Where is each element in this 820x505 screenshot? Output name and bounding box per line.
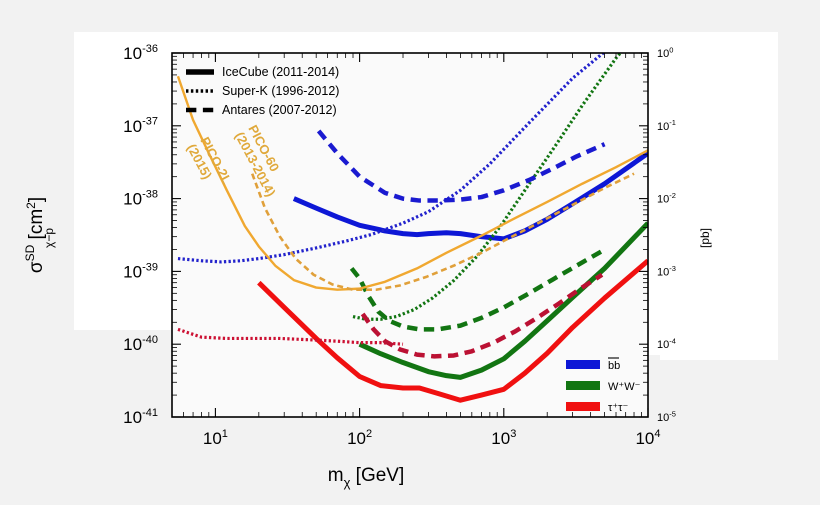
curve-pico-60-2013-2014 [251,172,635,292]
x-tick-100: 102 [347,428,372,448]
y-tick-10^-36: 10-36 [123,43,158,63]
legend-label-experiment-0: IceCube (2011-2014) [222,65,339,79]
y-tick-10^-37: 10-37 [123,116,158,136]
legend-swatch-channel-2 [566,402,600,411]
curve-antares-tau-tau [360,272,604,359]
x-tick-10: 101 [203,428,228,448]
legend-swatch-channel-0 [566,360,600,369]
y-right-tick-4: 10-1 [657,118,676,133]
channel-legend: bb W⁺W⁻ τ⁺τ⁻ [566,357,641,414]
axis-ticks [171,52,649,418]
y-tick-10^-39: 10-39 [123,261,158,281]
y-axis-right-title: [pb] [698,228,712,248]
y-axis-title: σSD [cm2] χ−p [23,197,56,273]
y-right-tick-1: 10-4 [657,337,676,352]
legend-label-channel-2: τ⁺τ⁻ [608,402,628,414]
experiment-legend: IceCube (2011-2014) Super-K (1996-2012) An… [186,65,339,117]
x-axis-title: mχ [GeV] [328,465,405,490]
y-right-tick-3: 10-2 [657,191,676,206]
legend-label-experiment-2: Antares (2007-2012) [222,103,337,117]
y-right-tick-2: 10-3 [657,264,676,279]
curve-antares-bb [316,129,606,203]
legend-swatch-channel-1 [566,381,600,390]
curve-super-k-bb [177,53,606,264]
y-right-tick-5: 100 [657,45,673,60]
axis-tick-labels: 101 102 103 104 10-41 10-40 10-39 10-38 10-37 10-… [123,43,676,448]
svg-text:mχ [GeV]: mχ [GeV] [328,465,405,490]
curve-antares-w-w [349,249,604,332]
x-tick-10000: 104 [635,428,660,448]
legend-label-channel-0: bb [608,360,620,372]
y-tick-10^-40: 10-40 [123,334,158,354]
y-right-tick-0: 10-5 [657,409,676,424]
svg-text:χ−p: χ−p [42,228,56,248]
svg-text:σSD [cm2]: σSD [cm2] [23,197,47,273]
x-tick-1000: 103 [491,428,516,448]
curve-icecube-w-w [358,221,648,380]
plot-frame [171,52,649,418]
plot-curves [176,53,648,403]
legend-label-experiment-1: Super-K (1996-2012) [222,84,339,98]
curve-icecube-tau-tau [257,258,648,403]
white-patch-right [660,60,778,360]
legend-label-channel-1: W⁺W⁻ [608,381,641,393]
y-tick-10^-41: 10-41 [123,407,158,427]
curve-super-k-tau-tau [177,327,404,346]
y-tick-10^-38: 10-38 [123,188,158,208]
